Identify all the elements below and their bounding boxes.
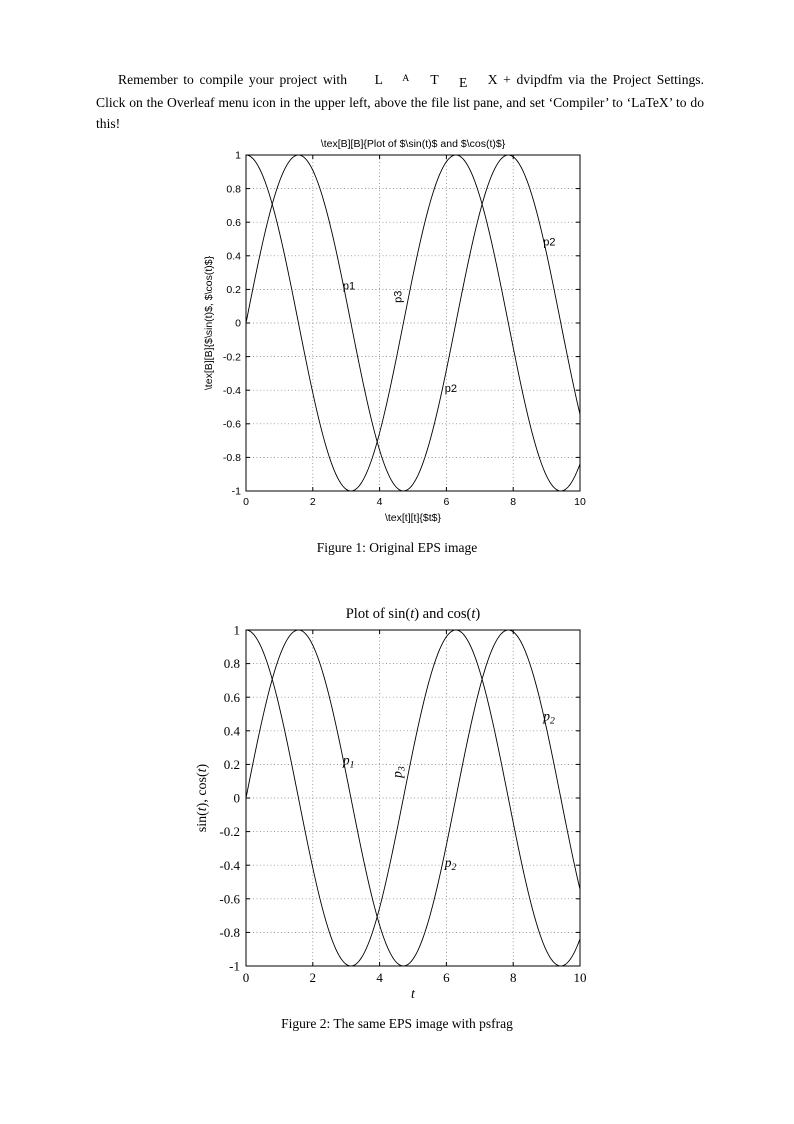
y-tick-label: -0.8 [223,452,241,464]
latex-logo-t: T [430,72,439,87]
y-tick-label: -0.4 [223,385,241,397]
intro-text-2: + dvipdfm via the Project Settings. Clic… [96,72,704,131]
curve-label: p2 [542,709,555,727]
x-tick-label: 4 [376,970,383,985]
y-tick-label: -0.6 [223,418,241,430]
series-cos [245,154,581,492]
y-tick-label: 0.6 [224,690,241,705]
intro-paragraph: Remember to compile your project with L A… [96,70,704,134]
y-tick-label: 0.2 [224,757,240,772]
x-tick-label: 10 [574,496,586,508]
latex-logo-l: L [374,72,383,87]
x-tick-label: 0 [243,970,250,985]
x-tick-label: 2 [310,970,317,985]
y-tick-label: 0.6 [226,217,241,229]
y-tick-label: -0.6 [219,891,240,906]
y-tick-label: -0.2 [219,824,240,839]
series-cos [245,629,581,967]
x-axis-label: t [411,987,416,1002]
figure1-caption: Figure 1: Original EPS image [316,540,478,555]
latex-logo-a: A [402,73,410,85]
curve-label: p1 [343,280,355,292]
curve-label: p3 [389,766,407,779]
y-tick-label: 0.4 [224,723,241,738]
curve-label: p1 [342,752,355,770]
y-tick-label: 0 [234,791,241,806]
y-axis-label: sin(t), cos(t) [195,763,210,832]
curve-label: p2 [543,237,555,249]
y-tick-label: -0.4 [219,858,240,873]
x-tick-label: 8 [510,970,517,985]
curve-label: p3 [392,291,404,303]
x-tick-label: 0 [243,496,249,508]
x-tick-label: 4 [377,496,383,508]
y-tick-label: -1 [229,959,240,974]
y-tick-label: -0.2 [223,351,241,363]
y-tick-label: 0.2 [226,284,241,296]
latex-logo-e: E [459,74,468,90]
y-tick-label: 0 [235,318,241,330]
curve-label: p2 [444,855,457,873]
series-sin [245,629,581,967]
chart-title: \tex[B][B]{Plot of $\sin(t)$ and $\cos(t… [321,138,506,150]
intro-text-1: Remember to compile your project with [118,72,353,87]
figure2-plot: 0 2 4 6 8 10 -1 -0.8 -0.6 -0.4 -0.2 0 0.2 0.4 0.6 0.8 1 P… [195,606,587,1002]
x-tick-label: 8 [510,496,516,508]
x-tick-label: 6 [443,970,450,985]
figure1-plot: 0 2 4 6 8 10 -1 -0.8 -0.6 -0.4 -0.2 0 0.2 0.4 0.6 0.8 1 \… [203,138,586,524]
latex-logo-x: X [487,72,498,87]
x-tick-label: 2 [310,496,316,508]
y-tick-label: -0.8 [219,925,240,940]
y-tick-label: 0.4 [226,250,241,262]
series-sin [245,154,581,492]
x-tick-label: 6 [443,496,449,508]
chart-title: Plot of sin(t) and cos(t) [346,606,481,622]
y-tick-label: 1 [234,623,241,638]
figure2-caption: Figure 2: The same EPS image with psfrag [281,1016,513,1031]
y-tick-label: 1 [235,150,241,162]
x-tick-label: 10 [574,970,587,985]
y-tick-label: 0.8 [224,656,240,671]
curve-label: p2 [445,383,457,395]
x-axis-label: \tex[t][t]{$t$} [385,512,442,524]
y-axis-label: \tex[B][B]{$\sin(t)$, $\cos(t)$} [203,255,215,390]
y-tick-label: 0.8 [226,183,241,195]
y-tick-label: -1 [232,486,241,498]
